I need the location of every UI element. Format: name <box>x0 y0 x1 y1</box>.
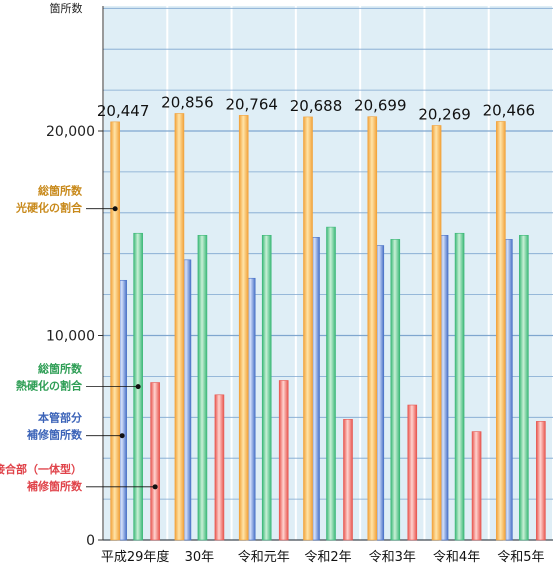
x-tick-label: 令和元年 <box>238 550 290 565</box>
annotation-label: 補修箇所数 <box>26 428 83 442</box>
bar-total <box>496 121 506 541</box>
x-tick-label: 令和4年 <box>433 550 480 565</box>
bar-thermal <box>519 234 529 541</box>
bar-thermal <box>326 226 336 541</box>
data-label: 20,699 <box>354 97 407 115</box>
annotation-dot <box>119 433 125 439</box>
bar-thermal <box>390 239 401 541</box>
bar-joint <box>150 382 160 541</box>
bar-joint <box>536 421 546 541</box>
data-label: 20,466 <box>483 101 536 119</box>
bar-total <box>431 125 442 541</box>
bar-thermal <box>197 234 208 541</box>
x-tick-label: 令和2年 <box>304 550 351 565</box>
bar-total <box>367 116 378 541</box>
bar-thermal <box>454 232 465 541</box>
x-tick-label: 令和3年 <box>369 550 416 565</box>
x-tick-label: 令和5年 <box>497 550 544 565</box>
bar-joint <box>214 394 225 541</box>
annotation-label: 総箇所数 <box>38 184 83 198</box>
annotation-label: 熱硬化の割合 <box>16 379 83 393</box>
data-label: 20,856 <box>161 93 214 111</box>
annotation-dot <box>112 206 118 212</box>
annotation-dot <box>152 484 158 490</box>
data-label: 20,447 <box>97 102 150 120</box>
annotation-label: 総箇所数 <box>38 362 83 376</box>
data-label: 20,688 <box>290 97 343 115</box>
bar-joint <box>471 431 482 541</box>
data-label: 20,764 <box>225 95 278 113</box>
data-label: 20,269 <box>418 105 471 123</box>
annotation-label: 本管部分 <box>38 411 82 425</box>
y-axis-label: 箇所数 <box>50 1 83 15</box>
annotation-label: 光硬化の割合 <box>15 201 83 215</box>
y-tick-label: 10,000 <box>46 329 95 345</box>
bar-total <box>303 116 313 541</box>
x-tick-label: 30年 <box>185 550 215 565</box>
bar-joint <box>278 380 289 541</box>
annotation-label: 接合部（一体型） <box>0 462 82 476</box>
annotation-dot <box>135 384 141 390</box>
bar-thermal <box>261 234 272 541</box>
bar-total <box>238 115 249 541</box>
bar-total <box>174 113 185 541</box>
bar-total <box>110 121 120 541</box>
x-tick-label: 平成29年度 <box>101 549 170 565</box>
bar-joint <box>407 404 418 541</box>
y-tick-label: 20,000 <box>46 124 95 140</box>
bar-joint <box>343 419 353 541</box>
y-tick-label: 0 <box>86 533 95 549</box>
annotation-label: 補修箇所数 <box>26 479 83 493</box>
